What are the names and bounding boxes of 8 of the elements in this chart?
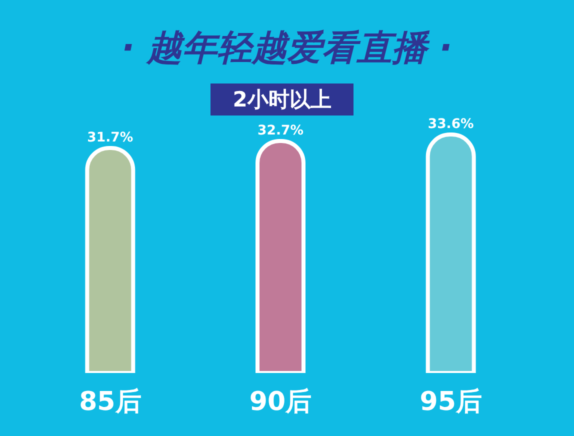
x-tick-label: 85后 bbox=[79, 387, 142, 417]
data-label: 33.6% bbox=[428, 117, 474, 132]
chart-title: · 越年轻越爱看直播 · bbox=[122, 28, 452, 68]
x-tick-label: 95后 bbox=[420, 387, 482, 417]
x-tick-label: 90后 bbox=[249, 387, 312, 417]
data-label: 31.7% bbox=[87, 130, 134, 146]
chart-subtitle: 2小时以上 bbox=[232, 88, 332, 112]
data-label: 32.7% bbox=[258, 124, 304, 139]
